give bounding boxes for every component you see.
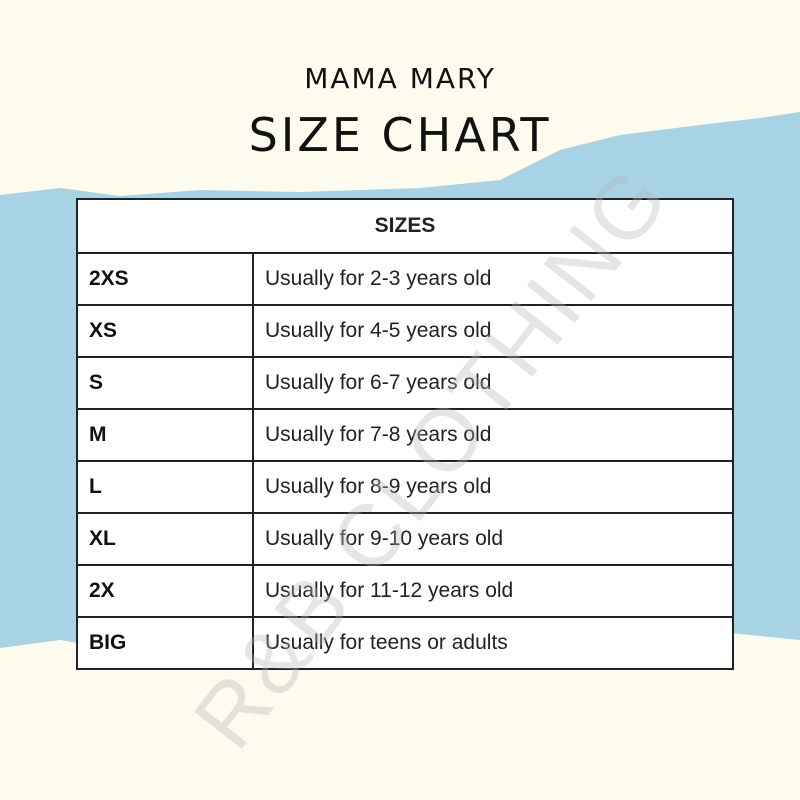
size-description: Usually for 7-8 years old xyxy=(252,408,734,462)
table-row: 2X Usually for 11-12 years old xyxy=(76,564,734,618)
table-row: 2XS Usually for 2-3 years old xyxy=(76,252,734,306)
size-description: Usually for teens or adults xyxy=(252,616,734,670)
table-row: S Usually for 6-7 years old xyxy=(76,356,734,410)
brand-name: MAMA MARY xyxy=(304,62,496,95)
size-table: SIZES 2XS Usually for 2-3 years old XS Usua… xyxy=(76,198,734,670)
table-row: XL Usually for 9-10 years old xyxy=(76,512,734,566)
size-label: S xyxy=(76,356,254,410)
table-row: L Usually for 8-9 years old xyxy=(76,460,734,514)
size-label: L xyxy=(76,460,254,514)
table-row: M Usually for 7-8 years old xyxy=(76,408,734,462)
table-heading: SIZES xyxy=(76,198,734,254)
table-row: BIG Usually for teens or adults xyxy=(76,616,734,670)
table-header-row: SIZES xyxy=(76,198,734,254)
size-description: Usually for 6-7 years old xyxy=(252,356,734,410)
page-title: SIZE CHART xyxy=(248,108,552,162)
size-description: Usually for 11-12 years old xyxy=(252,564,734,618)
size-label: 2X xyxy=(76,564,254,618)
size-description: Usually for 4-5 years old xyxy=(252,304,734,358)
size-label: M xyxy=(76,408,254,462)
size-description: Usually for 8-9 years old xyxy=(252,460,734,514)
size-label: XS xyxy=(76,304,254,358)
table-row: XS Usually for 4-5 years old xyxy=(76,304,734,358)
size-label: 2XS xyxy=(76,252,254,306)
size-label: XL xyxy=(76,512,254,566)
size-label: BIG xyxy=(76,616,254,670)
size-description: Usually for 9-10 years old xyxy=(252,512,734,566)
size-description: Usually for 2-3 years old xyxy=(252,252,734,306)
